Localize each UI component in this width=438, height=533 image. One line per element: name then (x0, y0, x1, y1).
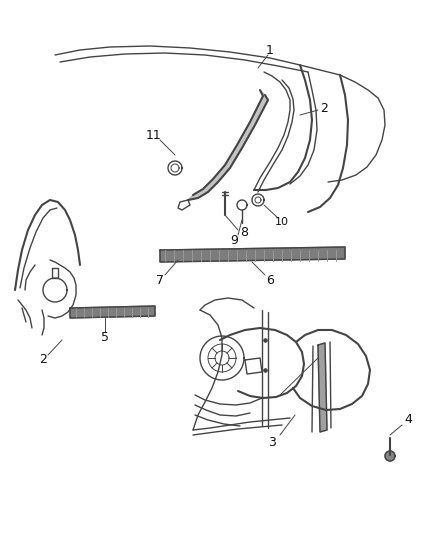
Polygon shape (159, 247, 344, 262)
Text: 1: 1 (265, 44, 273, 56)
Text: 2: 2 (319, 101, 327, 115)
Text: 2: 2 (39, 353, 47, 367)
Text: 9: 9 (230, 233, 237, 246)
Text: 5: 5 (101, 332, 109, 344)
Text: 3: 3 (268, 437, 276, 449)
Polygon shape (317, 343, 326, 432)
Polygon shape (70, 306, 155, 318)
Polygon shape (187, 90, 267, 200)
Text: 11: 11 (146, 128, 162, 141)
Text: 7: 7 (155, 273, 164, 287)
Text: 8: 8 (240, 227, 247, 239)
Polygon shape (384, 451, 394, 461)
Text: 10: 10 (274, 217, 288, 227)
Text: 6: 6 (265, 273, 273, 287)
Text: 4: 4 (403, 414, 411, 426)
